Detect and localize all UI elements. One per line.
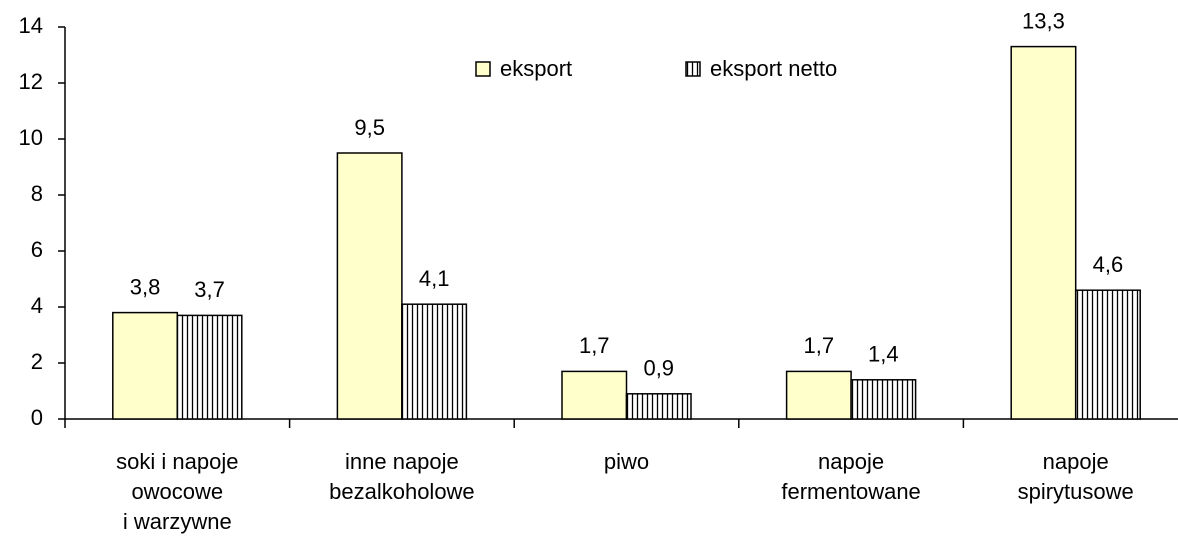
bar: [1074, 289, 1141, 420]
value-label: 4,6: [1093, 252, 1124, 277]
bar: [1010, 45, 1077, 420]
value-label: 3,8: [130, 274, 161, 299]
legend-swatch: [685, 61, 701, 77]
y-tick-label: 14: [19, 13, 43, 38]
y-tick-label: 0: [31, 405, 43, 430]
bar: [176, 314, 243, 420]
value-label: 9,5: [354, 115, 385, 140]
x-tick-label-line: spirytusowe: [1018, 479, 1134, 504]
x-tick-label-line: piwo: [604, 449, 649, 474]
bar: [401, 303, 468, 420]
value-label: 1,4: [868, 342, 899, 367]
x-tick-label: piwo: [604, 449, 649, 474]
bar: [785, 370, 852, 420]
x-tick-label-line: i warzywne: [123, 509, 232, 534]
x-tick-label: inne napoje bezalkoholowe: [329, 449, 475, 504]
bar: [850, 379, 917, 420]
x-tick-label-line: inne napoje: [345, 449, 459, 474]
x-tick-label-line: napoje: [1043, 449, 1109, 474]
legend-swatch: [475, 61, 491, 77]
legend-label: eksport: [500, 56, 572, 81]
x-tick-label: soki i napoje owocowe i warzywne: [116, 449, 238, 534]
value-label: 0,9: [643, 356, 674, 381]
value-label: 1,7: [579, 333, 610, 358]
x-tick-label-line: owocowe: [131, 479, 223, 504]
value-label: 13,3: [1022, 8, 1065, 33]
x-tick-label: napoje fermentowane: [781, 449, 920, 504]
x-tick-label-line: fermentowane: [781, 479, 920, 504]
y-tick-label: 2: [31, 349, 43, 374]
value-label: 4,1: [419, 266, 450, 291]
bar: [336, 152, 403, 420]
bar: [625, 393, 692, 420]
y-tick-label: 12: [19, 69, 43, 94]
x-tick-label-line: soki i napoje: [116, 449, 238, 474]
x-tick-label-line: bezalkoholowe: [329, 479, 475, 504]
y-tick-label: 10: [19, 125, 43, 150]
x-tick-label: napoje spirytusowe: [1018, 449, 1134, 504]
value-label: 1,7: [804, 333, 835, 358]
bar: [561, 370, 628, 420]
y-tick-label: 6: [31, 237, 43, 262]
bar: [112, 311, 179, 420]
legend-label: eksport netto: [710, 56, 837, 81]
x-tick-label-line: napoje: [818, 449, 884, 474]
y-tick-label: 8: [31, 181, 43, 206]
value-label: 3,7: [194, 277, 225, 302]
y-tick-label: 4: [31, 293, 43, 318]
